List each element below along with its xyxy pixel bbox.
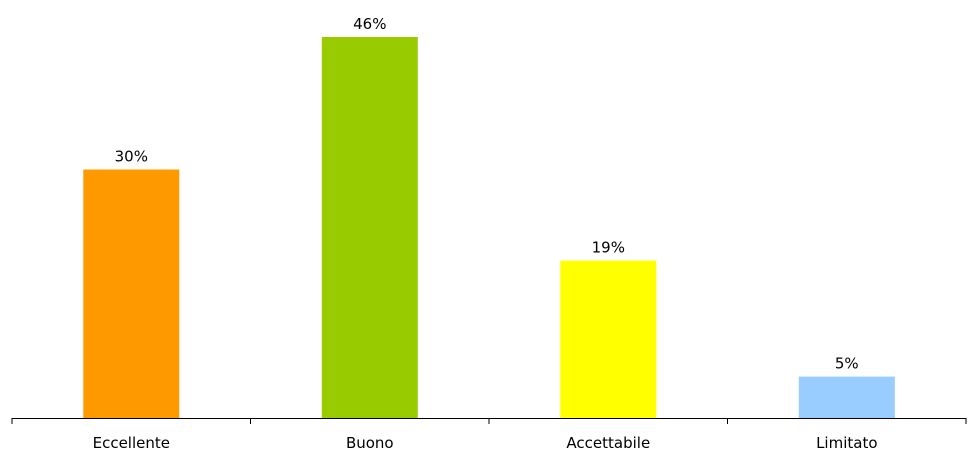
x-axis-ticks (11, 418, 967, 424)
bar-buono (321, 37, 418, 418)
data-label-limitato: 5% (835, 355, 859, 373)
data-label-eccellente: 30% (115, 148, 148, 166)
data-label-accettabile: 19% (592, 239, 625, 257)
bars-layer (83, 37, 895, 418)
x-axis-tick-labels: Eccellente Buono Accettabile Limitato (93, 434, 878, 452)
bar-accettabile (560, 260, 657, 418)
tick-label-buono: Buono (346, 434, 394, 452)
bar-limitato (798, 376, 895, 418)
tick-label-eccellente: Eccellente (93, 434, 170, 452)
tick-label-limitato: Limitato (816, 434, 877, 452)
bar-eccellente (83, 169, 180, 418)
data-label-buono: 46% (353, 15, 386, 33)
tick-label-accettabile: Accettabile (566, 434, 650, 452)
data-labels-layer: 30% 46% 19% 5% (115, 15, 859, 373)
